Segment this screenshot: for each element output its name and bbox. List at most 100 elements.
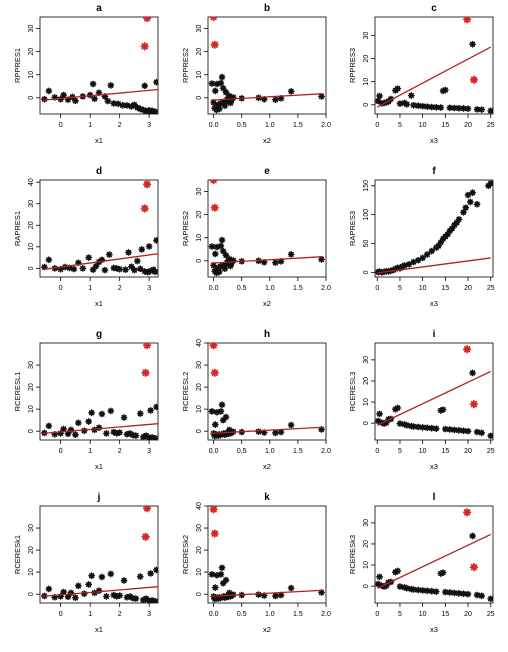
y-tick-label: 20 xyxy=(28,221,35,229)
data-layer xyxy=(375,180,493,276)
data-point xyxy=(64,430,72,438)
x-tick-label: 2.0 xyxy=(321,448,331,455)
data-point xyxy=(419,586,427,594)
y-tick-label: 0 xyxy=(28,592,35,596)
y-tick-label: 0 xyxy=(28,266,35,270)
y-tick-label: 10 xyxy=(196,234,203,242)
x-tick-label: 0 xyxy=(375,448,379,455)
data-point xyxy=(318,256,325,263)
data-point xyxy=(89,80,97,88)
data-point xyxy=(401,262,408,269)
x-tick-label: 20 xyxy=(464,611,472,618)
data-point xyxy=(88,572,96,580)
y-axis-label: RAPRES3 xyxy=(348,211,357,246)
x-tick-label: 10 xyxy=(419,611,427,618)
data-point xyxy=(375,97,382,105)
y-tick-label: 50 xyxy=(363,240,370,248)
data-point xyxy=(217,407,225,415)
data-point xyxy=(217,242,225,250)
data-point xyxy=(60,588,67,596)
x-axis-label: x1 xyxy=(95,462,103,471)
data-layer xyxy=(375,17,493,114)
y-tick-label: 30 xyxy=(363,31,370,39)
x-tick-label: 15 xyxy=(441,448,449,455)
outlier-point xyxy=(140,204,149,213)
data-point xyxy=(394,567,402,575)
data-point xyxy=(446,104,454,112)
data-point xyxy=(70,265,78,273)
data-point xyxy=(277,591,285,599)
data-point xyxy=(439,406,447,414)
data-point xyxy=(437,238,445,246)
plot-frame xyxy=(207,16,327,115)
data-point xyxy=(487,595,493,603)
data-point xyxy=(407,92,415,99)
panel-b: b 0.0 0.5 1.0 1.5 2.0 0 10 20 30 x2 RPPRES2 xyxy=(181,3,331,145)
y-tick-label: 30 xyxy=(28,524,35,532)
data-point xyxy=(132,432,140,439)
outlier-point xyxy=(209,506,218,514)
plot-frame xyxy=(374,342,494,441)
y-tick-label: 0 xyxy=(28,96,35,100)
x-tick-label: 0.0 xyxy=(209,285,219,292)
panel-title: c xyxy=(431,3,437,14)
x-tick-label: 25 xyxy=(487,611,495,618)
data-point xyxy=(213,243,221,251)
data-point xyxy=(277,428,285,436)
data-point xyxy=(466,198,474,206)
x-tick-label: 0.5 xyxy=(237,448,247,455)
data-point xyxy=(255,591,262,599)
data-point xyxy=(215,268,223,276)
y-tick-label: 20 xyxy=(363,55,370,63)
y-axis-label: RCERESL1 xyxy=(13,372,22,412)
y-axis-label: RPPRES1 xyxy=(13,48,22,83)
data-point xyxy=(403,584,411,592)
data-point xyxy=(455,215,463,223)
data-point xyxy=(141,82,149,90)
data-layer xyxy=(41,506,158,603)
data-layer xyxy=(208,343,325,440)
data-point xyxy=(74,419,82,427)
data-layer xyxy=(208,17,325,114)
panel-f: f 0 5 10 15 20 25 0 50 100 150 x3 RAPRES3 xyxy=(348,166,495,308)
outlier-point xyxy=(210,203,219,212)
data-point xyxy=(80,427,88,435)
data-point xyxy=(213,571,221,579)
data-point xyxy=(213,408,221,416)
x-axis-label: x2 xyxy=(263,462,271,471)
regression-line xyxy=(377,257,491,274)
data-point xyxy=(396,420,404,427)
x-tick-label: 2 xyxy=(118,448,122,455)
x-tick-label: 1 xyxy=(88,285,92,292)
x-tick-label: 0.0 xyxy=(209,122,219,129)
data-point xyxy=(79,264,87,272)
y-tick-label: 30 xyxy=(196,524,203,532)
data-point xyxy=(116,265,124,273)
y-tick-label: 20 xyxy=(28,383,35,391)
x-tick-label: 0 xyxy=(59,611,63,618)
data-point xyxy=(221,102,229,110)
data-point xyxy=(428,247,436,255)
data-point xyxy=(218,236,226,244)
x-tick-label: 20 xyxy=(464,448,472,455)
data-point xyxy=(45,256,53,264)
data-point xyxy=(101,266,109,274)
data-point xyxy=(219,579,227,587)
y-tick-label: 30 xyxy=(28,361,35,369)
y-tick-label: 100 xyxy=(363,209,370,221)
data-point xyxy=(403,100,411,108)
x-axis-label: x2 xyxy=(263,136,271,145)
data-point xyxy=(208,243,216,250)
data-point xyxy=(219,84,227,92)
data-point xyxy=(116,429,124,436)
data-point xyxy=(318,589,325,596)
data-point xyxy=(318,93,325,100)
data-layer xyxy=(41,343,158,440)
data-point xyxy=(272,592,279,600)
x-tick-label: 1.5 xyxy=(293,285,303,292)
data-point xyxy=(60,91,67,99)
data-point xyxy=(464,427,472,435)
data-point xyxy=(287,421,295,429)
data-point xyxy=(145,242,153,250)
